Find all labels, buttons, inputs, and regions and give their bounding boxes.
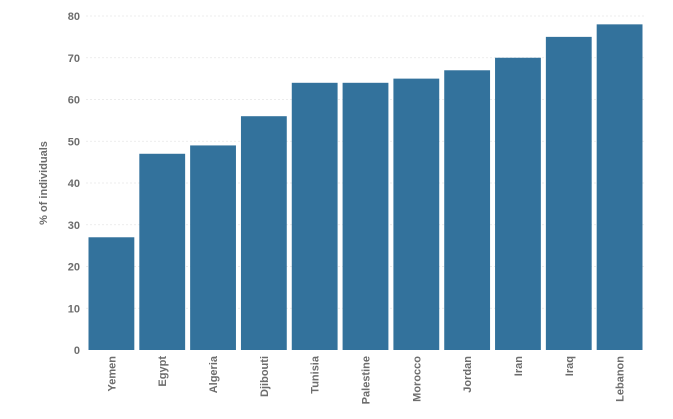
bar-morocco <box>393 78 440 350</box>
x-tick-label: Algeria <box>208 355 220 393</box>
bar-jordan <box>444 70 491 351</box>
y-tick-label: 20 <box>68 262 80 274</box>
bar-egypt <box>139 153 186 350</box>
bar-yemen <box>88 237 135 350</box>
x-tick-label: Morocco <box>411 356 423 402</box>
x-tick-label: Lebanon <box>615 356 627 402</box>
y-tick-label: 60 <box>68 95 80 107</box>
bar-lebanon <box>596 24 643 350</box>
x-tick-label: Iran <box>513 356 525 376</box>
bars <box>88 24 643 351</box>
bar-palestine <box>342 82 389 351</box>
bar-djibouti <box>240 116 287 350</box>
y-tick-label: 30 <box>68 220 80 232</box>
x-tick-label: Yemen <box>106 356 118 392</box>
bar-algeria <box>190 145 236 350</box>
x-tick-label: Egypt <box>157 356 169 387</box>
y-axis-label: % of individuals <box>38 141 50 225</box>
y-tick-label: 50 <box>68 136 80 148</box>
x-tick-label: Djibouti <box>259 356 271 397</box>
y-tick-label: 70 <box>68 53 80 65</box>
x-tick-label: Jordan <box>462 356 474 393</box>
x-tick-label: Tunisia <box>310 355 322 394</box>
x-tick-label: Iraq <box>564 356 576 376</box>
x-axis-ticks: Yemen Egypt Algeria Djibouti Tunisia Palestin… <box>106 355 626 404</box>
y-tick-label: 10 <box>68 303 80 315</box>
bar-iraq <box>545 36 592 350</box>
y-tick-label: 0 <box>74 345 80 357</box>
y-tick-label: 40 <box>68 178 80 190</box>
bar-tunisia <box>291 82 338 351</box>
y-axis-ticks: 0 10 20 30 40 50 60 70 80 <box>68 11 80 357</box>
bar-iran <box>495 57 541 350</box>
x-tick-label: Palestine <box>361 356 373 404</box>
y-tick-label: 80 <box>68 11 80 23</box>
